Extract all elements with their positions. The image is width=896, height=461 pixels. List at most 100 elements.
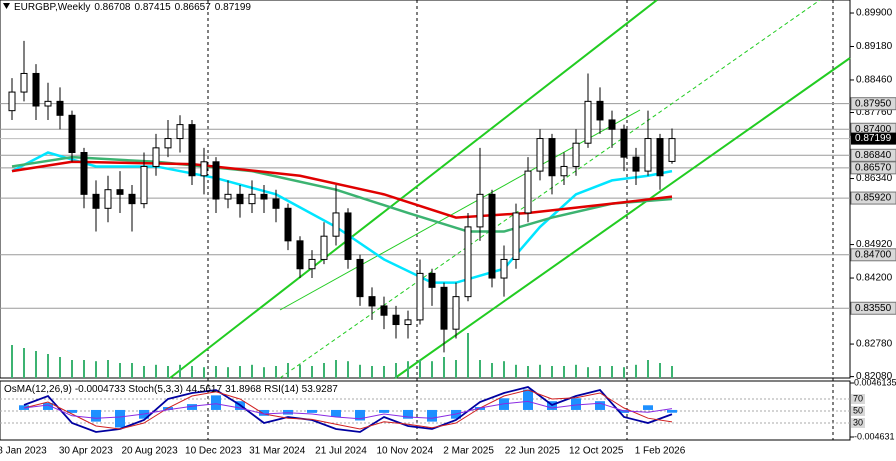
volume-bar — [479, 360, 481, 378]
candle-body — [344, 212, 352, 260]
osma-bar — [355, 409, 365, 421]
candle-body — [416, 272, 424, 321]
y2-tick-label: 50 — [853, 405, 863, 415]
candle-body — [140, 165, 148, 205]
y-tick-label: 0.84920 — [856, 239, 893, 250]
volume-bar — [131, 363, 133, 378]
candle-body — [44, 100, 52, 107]
candle-body — [236, 193, 244, 205]
level-box — [850, 248, 896, 262]
volume-bar — [635, 364, 637, 378]
y2-tick-label: 30 — [853, 417, 863, 427]
candle-body — [152, 147, 160, 167]
volume-bar — [107, 360, 109, 378]
candle-body — [392, 314, 400, 326]
volume-bar — [563, 366, 565, 378]
candle-body — [20, 72, 28, 93]
price-box — [851, 132, 896, 145]
candle-body — [632, 156, 640, 172]
candle-body — [248, 193, 256, 205]
volume-bar — [143, 366, 145, 378]
candle-body — [332, 212, 340, 237]
stoch-signal: 31.8968 — [225, 384, 262, 395]
candle-body — [188, 124, 196, 177]
candle-body — [500, 258, 508, 279]
price-axis: 0.89900 0.89180 0.88460 0.87760 0.86340 0.849… — [850, 8, 896, 441]
candle-body — [68, 114, 76, 154]
volume-bar — [23, 348, 25, 378]
osma-bar — [643, 405, 653, 410]
close: 0.87199 — [215, 2, 252, 13]
candle-body — [92, 193, 100, 209]
candle-body — [296, 240, 304, 270]
volume-bar — [155, 364, 157, 378]
osma-bar — [283, 409, 293, 415]
volume-bar — [251, 364, 253, 378]
candle-body — [32, 72, 40, 107]
high: 0.87415 — [134, 2, 171, 13]
osma-bar — [211, 395, 221, 410]
candle-body — [452, 296, 460, 330]
x-tick-label: 21 Jul 2024 — [315, 446, 367, 457]
level-label: 0.87400 — [855, 124, 892, 135]
candle-body — [668, 138, 676, 162]
volume-bar — [47, 354, 49, 378]
osma-bar — [187, 404, 197, 410]
level-box — [850, 191, 896, 205]
level-label: 0.83550 — [855, 303, 892, 314]
volume-bar — [383, 366, 385, 378]
candle-body — [488, 193, 496, 279]
candle-body — [56, 100, 64, 116]
x-tick-label: 1 Feb 2026 — [635, 446, 686, 457]
candle-body — [512, 212, 520, 260]
volume-bar — [179, 364, 181, 378]
candle-body — [320, 235, 328, 260]
volume-bar — [59, 357, 61, 378]
y-tick-label: 0.82080 — [856, 371, 893, 382]
candle-body — [584, 100, 592, 144]
volume-bar — [539, 364, 541, 378]
y-tick-label: 0.86340 — [856, 173, 893, 184]
volume-bar — [119, 363, 121, 378]
volume-bar — [215, 366, 217, 378]
candle-body — [464, 226, 472, 298]
volume-bar — [611, 366, 613, 378]
level-box — [850, 148, 896, 162]
candle-body — [116, 189, 124, 195]
volume-bar — [551, 366, 553, 378]
trend-line — [169, 0, 658, 379]
candle-body — [524, 170, 532, 214]
level-label: 0.87950 — [855, 98, 892, 109]
volume-bar — [515, 364, 517, 378]
y-tick-label: 0.89900 — [856, 8, 893, 19]
x-tick-label: 22 Jun 2025 — [505, 446, 560, 457]
volume-bar — [647, 360, 649, 378]
main-frame — [0, 0, 851, 379]
level-box — [851, 418, 865, 428]
level-label: 0.86570 — [855, 162, 892, 173]
level-box — [850, 97, 896, 111]
volume-bar — [527, 366, 529, 378]
candle-body — [272, 198, 280, 209]
osma-bar — [403, 409, 413, 419]
open: 0.86708 — [94, 2, 131, 13]
level-box — [851, 394, 865, 404]
candle-body — [284, 207, 292, 242]
low: 0.86657 — [175, 2, 212, 13]
trend-line — [279, 109, 641, 311]
candle-body — [212, 161, 220, 200]
osma-bar — [259, 409, 269, 416]
trend-lines — [169, 0, 851, 379]
moving-average — [11, 160, 673, 219]
volume-bar — [491, 363, 493, 378]
osma-bar — [307, 409, 317, 413]
osma-bar — [43, 402, 53, 410]
stoch-main: 44.5617 — [186, 384, 223, 395]
level-box — [850, 161, 896, 175]
x-tick-label: 10 Dec 2023 — [185, 446, 242, 457]
volume-bar — [275, 366, 277, 378]
volume-bar — [203, 367, 205, 378]
volume-bar — [575, 364, 577, 378]
